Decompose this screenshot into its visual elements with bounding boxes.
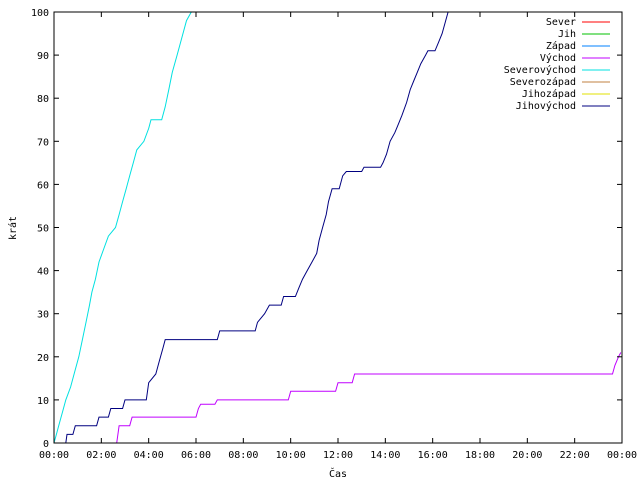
legend-label: Sever: [546, 17, 576, 28]
x-tick-label: 14:00: [370, 450, 400, 461]
legend-label: Jih: [558, 29, 576, 40]
x-axis-title: Čas: [329, 467, 347, 480]
y-tick-label: 20: [37, 353, 49, 364]
y-axis-title: krát: [7, 216, 19, 240]
x-tick-label: 18:00: [465, 450, 495, 461]
y-tick-label: 40: [37, 267, 49, 278]
y-tick-label: 30: [37, 310, 49, 321]
series-line: [53, 11, 192, 444]
y-tick-label: 70: [37, 137, 49, 148]
x-tick-label: 02:00: [86, 450, 116, 461]
y-tick-label: 50: [37, 224, 49, 235]
series-layer: [53, 11, 622, 444]
y-tick-label: 90: [37, 51, 49, 62]
y-tick-label: 10: [37, 396, 49, 407]
legend-label: Severozápad: [510, 76, 576, 88]
ticks-layer: [53, 11, 623, 444]
x-tick-label: 22:00: [560, 450, 590, 461]
y-tick-label: 60: [37, 180, 49, 191]
x-tick-label: 00:00: [39, 450, 69, 461]
series-line: [65, 11, 449, 444]
legend-label: Západ: [546, 40, 576, 52]
tick-labels-layer: 00:00 02:00 04:00 06:00 08:00 10:00 12:00 14:00…: [31, 8, 637, 461]
x-tick-label: 08:00: [228, 450, 258, 461]
x-tick-label: 16:00: [418, 450, 448, 461]
legend-label: Východ: [540, 52, 576, 64]
legend-label: Jihovýchod: [516, 100, 576, 112]
legend-label: Jihozápad: [522, 88, 576, 100]
x-tick-label: 06:00: [181, 450, 211, 461]
x-tick-label: 10:00: [276, 450, 306, 461]
x-tick-label: 20:00: [512, 450, 542, 461]
legend-label: Severovýchod: [504, 64, 576, 76]
x-tick-label: 00:00: [607, 450, 637, 461]
y-tick-label: 80: [37, 94, 49, 105]
x-tick-label: 04:00: [134, 450, 164, 461]
x-tick-label: 12:00: [323, 450, 353, 461]
y-tick-label: 100: [31, 8, 49, 19]
series-line: [116, 352, 622, 444]
legend: SeverJihZápadVýchodSeverovýchodSeverozáp…: [504, 17, 610, 112]
y-tick-label: 0: [43, 439, 49, 450]
